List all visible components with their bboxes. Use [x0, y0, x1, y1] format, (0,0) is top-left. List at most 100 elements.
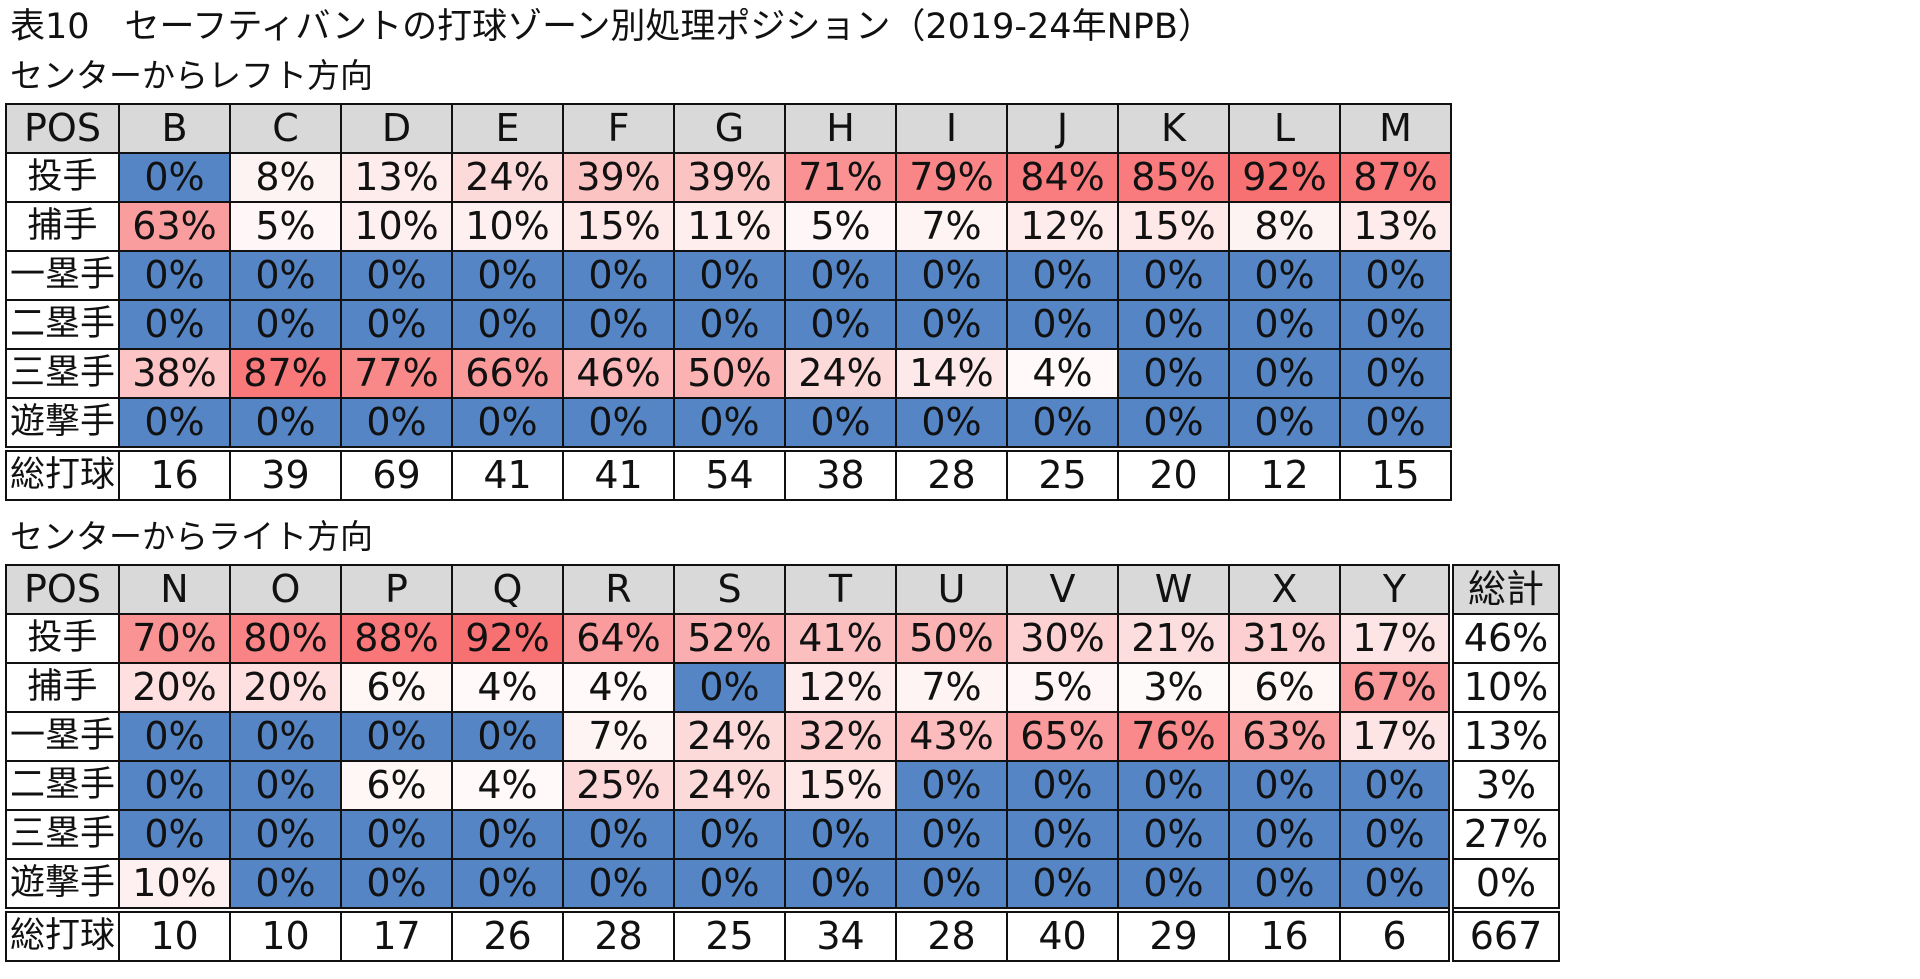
percent-cell: 0%	[784, 397, 897, 450]
table-left-subtitle: センターからレフト方向	[10, 56, 373, 95]
percent-cell: 0%	[229, 250, 342, 301]
percent-cell: 0%	[784, 858, 897, 911]
percent-cell: 0%	[1228, 397, 1341, 450]
percent-cell: 24%	[673, 760, 786, 811]
percent-cell: 65%	[1006, 711, 1119, 762]
percent-cell: 0%	[562, 858, 675, 911]
total-percent-cell: 27%	[1448, 809, 1560, 860]
percent-cell: 0%	[673, 250, 786, 301]
percent-cell: 0%	[229, 760, 342, 811]
percent-cell: 0%	[1339, 858, 1452, 911]
zone-header: Q	[451, 564, 564, 615]
percent-cell: 0%	[1339, 760, 1452, 811]
position-label: 投手	[5, 613, 120, 664]
percent-cell: 0%	[1006, 397, 1119, 450]
percent-cell: 0%	[895, 299, 1008, 350]
percent-cell: 77%	[340, 348, 453, 399]
count-cell: 17	[340, 907, 453, 962]
percent-cell: 13%	[1339, 201, 1452, 252]
zone-header: J	[1006, 103, 1119, 154]
position-label: 捕手	[5, 201, 120, 252]
table-row: 投手 70% 80% 88% 92% 64% 52% 41% 50% 30% 21% 31% 17% 46…	[5, 613, 1560, 664]
zone-header: O	[229, 564, 342, 615]
count-cell: 41	[451, 446, 564, 501]
percent-cell: 0%	[1006, 809, 1119, 860]
count-cell: 12	[1228, 446, 1341, 501]
percent-cell: 12%	[784, 662, 897, 713]
percent-cell: 0%	[451, 397, 564, 450]
percent-cell: 0%	[451, 858, 564, 911]
percent-cell: 0%	[340, 397, 453, 450]
percent-cell: 0%	[784, 250, 897, 301]
percent-cell: 0%	[340, 250, 453, 301]
percent-cell: 30%	[1006, 613, 1119, 664]
count-cell: 29	[1117, 907, 1230, 962]
table-right-subtitle: センターからライト方向	[10, 517, 373, 556]
percent-cell: 0%	[451, 250, 564, 301]
percent-cell: 0%	[1006, 760, 1119, 811]
percent-cell: 5%	[1006, 662, 1119, 713]
percent-cell: 41%	[784, 613, 897, 664]
percent-cell: 0%	[118, 711, 231, 762]
percent-cell: 0%	[1339, 809, 1452, 860]
zone-header: E	[451, 103, 564, 154]
table-row: 遊撃手 0% 0% 0% 0% 0% 0% 0% 0% 0% 0% 0% 0%	[5, 397, 1452, 450]
percent-cell: 0%	[1228, 760, 1341, 811]
zone-header: D	[340, 103, 453, 154]
percent-cell: 0%	[562, 809, 675, 860]
percent-cell: 70%	[118, 613, 231, 664]
total-row: 総打球 16 39 69 41 41 54 38 28 25 20 12 15	[5, 446, 1452, 501]
percent-cell: 0%	[1339, 299, 1452, 350]
percent-cell: 0%	[118, 760, 231, 811]
percent-cell: 6%	[340, 760, 453, 811]
zone-header: T	[784, 564, 897, 615]
percent-cell: 0%	[895, 760, 1008, 811]
table-row: 投手 0% 8% 13% 24% 39% 39% 71% 79% 84% 85% 92% 87%	[5, 152, 1452, 203]
percent-cell: 92%	[1228, 152, 1341, 203]
total-percent-cell: 10%	[1448, 662, 1560, 713]
zone-header: X	[1228, 564, 1341, 615]
percent-cell: 13%	[340, 152, 453, 203]
percent-cell: 12%	[1006, 201, 1119, 252]
position-label: 三塁手	[5, 348, 120, 399]
percent-cell: 0%	[784, 299, 897, 350]
zone-header: S	[673, 564, 786, 615]
percent-cell: 63%	[118, 201, 231, 252]
percent-cell: 0%	[562, 397, 675, 450]
percent-cell: 0%	[451, 711, 564, 762]
total-percent-cell: 0%	[1448, 858, 1560, 911]
percent-cell: 17%	[1339, 711, 1452, 762]
count-cell: 20	[1117, 446, 1230, 501]
percent-cell: 5%	[784, 201, 897, 252]
count-cell: 26	[451, 907, 564, 962]
count-cell: 69	[340, 446, 453, 501]
count-cell: 25	[1006, 446, 1119, 501]
percent-cell: 4%	[562, 662, 675, 713]
zone-header: P	[340, 564, 453, 615]
total-label: 総打球	[5, 446, 120, 501]
percent-cell: 0%	[1228, 250, 1341, 301]
percent-cell: 63%	[1228, 711, 1341, 762]
percent-cell: 46%	[562, 348, 675, 399]
percent-cell: 24%	[673, 711, 786, 762]
count-cell: 41	[562, 446, 675, 501]
table-row: 三塁手 38% 87% 77% 66% 46% 50% 24% 14% 4% 0% 0% 0%	[5, 348, 1452, 399]
percent-cell: 0%	[340, 299, 453, 350]
position-label: 二塁手	[5, 299, 120, 350]
percent-cell: 71%	[784, 152, 897, 203]
table-right-field: POS N O P Q R S T U V W X Y 総計 投手 70% 80% 88% 92% 64% 52% 41%…	[5, 564, 1560, 962]
percent-cell: 0%	[1339, 397, 1452, 450]
percent-cell: 87%	[1339, 152, 1452, 203]
percent-cell: 43%	[895, 711, 1008, 762]
zone-header: B	[118, 103, 231, 154]
pos-header: POS	[5, 564, 120, 615]
percent-cell: 0%	[118, 397, 231, 450]
zone-header: V	[1006, 564, 1119, 615]
percent-cell: 20%	[229, 662, 342, 713]
total-percent-cell: 13%	[1448, 711, 1560, 762]
percent-cell: 7%	[895, 201, 1008, 252]
percent-cell: 4%	[1006, 348, 1119, 399]
table-row: 一塁手 0% 0% 0% 0% 0% 0% 0% 0% 0% 0% 0% 0%	[5, 250, 1452, 301]
count-cell: 54	[673, 446, 786, 501]
percent-cell: 15%	[562, 201, 675, 252]
